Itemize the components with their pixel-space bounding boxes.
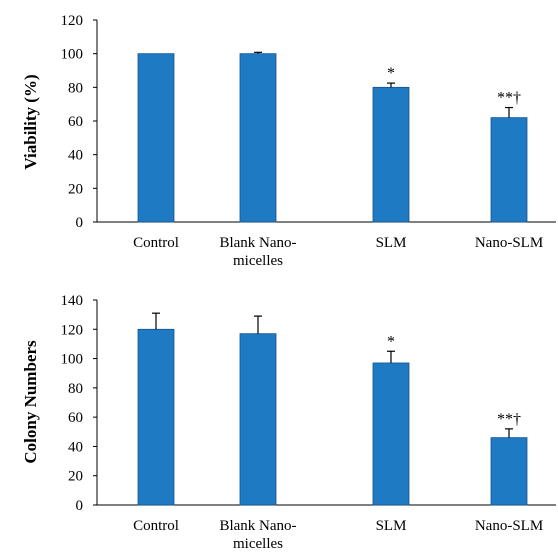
bar — [372, 86, 410, 223]
significance-label: * — [387, 65, 395, 82]
x-tick-label: Control — [133, 235, 179, 251]
y-axis-title: Viability (%) — [21, 74, 40, 169]
y-tick-label: 100 — [61, 47, 84, 63]
significance-label: **† — [497, 90, 521, 107]
y-tick-label: 120 — [61, 13, 84, 29]
x-tick-label: SLM — [376, 235, 407, 251]
bar — [490, 117, 528, 223]
y-tick-label: 120 — [61, 322, 84, 338]
y-tick-label: 40 — [68, 148, 83, 164]
bar — [490, 437, 528, 506]
y-tick-label: 60 — [68, 410, 83, 426]
y-tick-label: 40 — [68, 439, 83, 455]
bar — [137, 328, 175, 506]
significance-label: **† — [497, 411, 521, 428]
x-tick-label: micelles — [233, 253, 283, 269]
significance-label: * — [387, 333, 395, 350]
x-tick-label: Nano-SLM — [475, 235, 543, 251]
y-tick-label: 80 — [68, 80, 83, 96]
y-axis-title: Colony Numbers — [21, 340, 40, 464]
y-tick-label: 100 — [61, 352, 84, 368]
y-tick-label: 140 — [61, 293, 84, 309]
bar — [137, 53, 175, 223]
y-tick-label: 0 — [76, 498, 84, 514]
y-tick-label: 20 — [68, 469, 83, 485]
y-tick-label: 20 — [68, 181, 83, 197]
x-tick-label: Blank Nano- — [219, 518, 296, 534]
x-tick-label: Blank Nano- — [219, 235, 296, 251]
bar — [239, 53, 277, 223]
y-tick-label: 0 — [76, 215, 84, 231]
bar — [239, 333, 277, 506]
x-tick-label: SLM — [376, 518, 407, 534]
colony-chart: 0 20 40 60 80 100 120 140 Colony Numbers Control B… — [21, 293, 556, 552]
x-tick-label: micelles — [233, 536, 283, 552]
x-tick-label: Nano-SLM — [475, 518, 543, 534]
y-tick-label: 60 — [68, 114, 83, 130]
bar — [372, 362, 410, 506]
viability-chart: 0 20 40 60 80 100 120 Viability (%) Control Blank… — [21, 13, 556, 269]
x-tick-label: Control — [133, 518, 179, 534]
y-tick-label: 80 — [68, 381, 83, 397]
